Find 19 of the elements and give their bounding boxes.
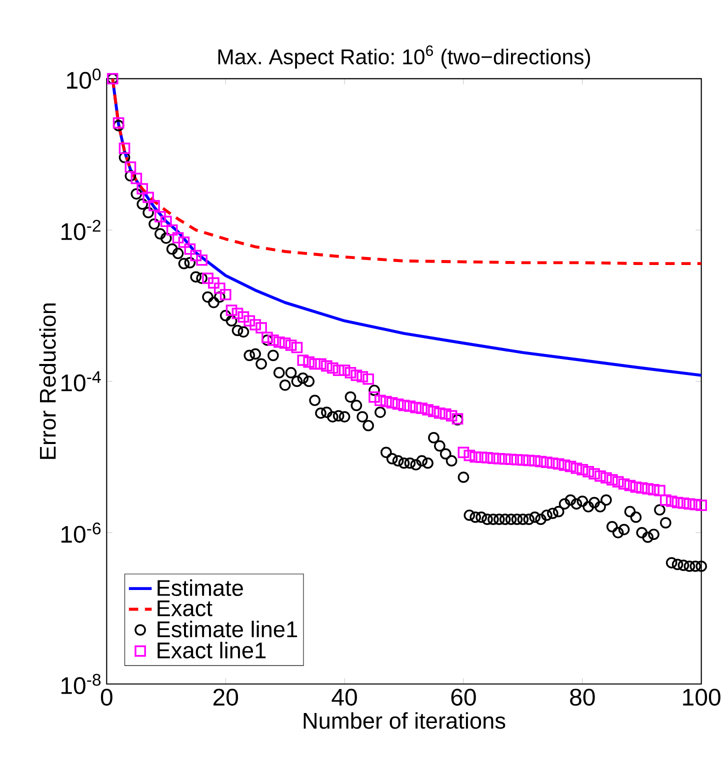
legend-label: Exact — [158, 600, 212, 616]
y-tick-label: 10$^{-2}$ — [61, 220, 100, 240]
legend-label: Estimate — [158, 579, 243, 596]
chart-title: Max. Aspect Ratio: 10$^{6}$ (two−directions) — [218, 45, 590, 69]
x-tick-label: 40 — [332, 688, 357, 706]
legend-label: Exact line1 — [158, 642, 266, 658]
x-tick-label: 60 — [451, 688, 476, 706]
y-tick-label: 10$^{-6}$ — [61, 522, 101, 543]
x-tick-label: 0 — [100, 688, 112, 706]
legend-label: Estimate line1 — [158, 620, 298, 638]
y-tick-label: 10$^{-4}$ — [61, 371, 101, 392]
y-tick-label: 10$^{-8}$ — [61, 674, 101, 694]
x-tick-label: 20 — [213, 688, 238, 706]
y-tick-label: 10$^{0}$ — [67, 68, 101, 89]
x-tick-label: 100 — [683, 688, 720, 706]
x-axis-title: Number of iterations — [304, 712, 506, 729]
line-series — [111, 78, 702, 266]
y-axis-title: Error Reduction — [39, 303, 56, 459]
x-tick-label: 80 — [570, 688, 595, 706]
